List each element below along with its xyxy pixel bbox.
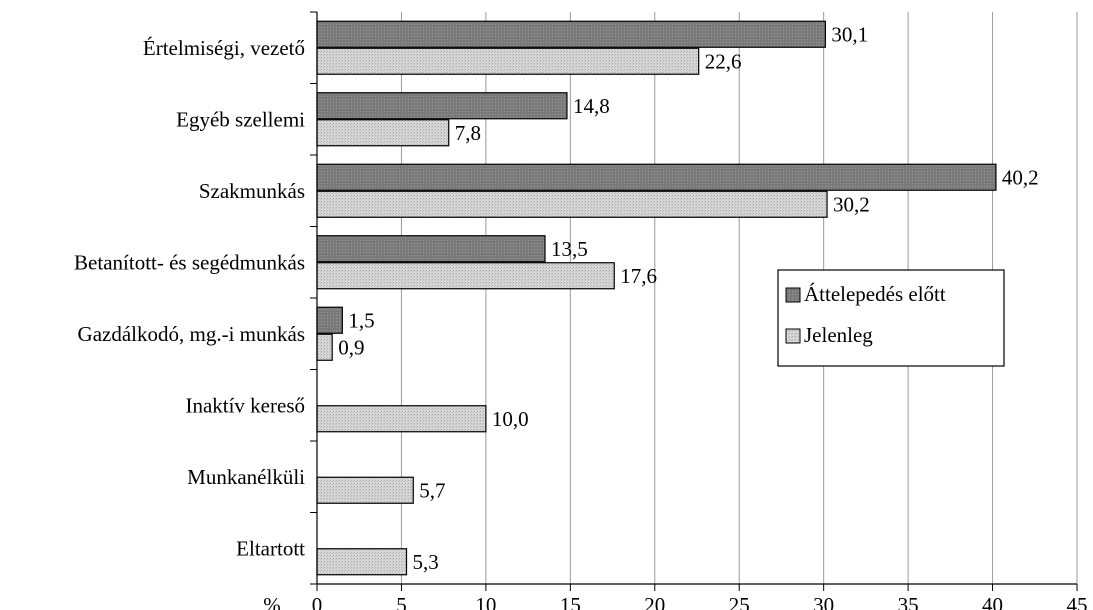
x-tick-label: 0 (312, 593, 323, 610)
bar (316, 47, 700, 75)
category-label: Gazdálkodó, mg.-i munkás (78, 322, 305, 346)
x-tick-label: 40 (982, 593, 1003, 610)
x-tick-label: 30 (813, 593, 834, 610)
x-tick-label: 15 (560, 593, 581, 610)
category-label: Inaktív kereső (185, 393, 305, 417)
bar (316, 333, 333, 361)
category-label: Betanított- és segédmunkás (74, 250, 305, 274)
legend-label: Áttelepedés előtt (804, 282, 946, 306)
category-label: Munkanélküli (187, 465, 305, 489)
bar (316, 548, 408, 576)
legend-swatch (785, 287, 801, 303)
bar (316, 119, 450, 147)
data-label: 30,2 (833, 192, 870, 216)
data-label: 17,6 (620, 264, 657, 288)
data-label: 30,1 (831, 22, 868, 46)
x-tick-label: 5 (396, 593, 407, 610)
legend-swatch (785, 328, 801, 344)
axes (310, 11, 1078, 591)
data-label: 0,9 (338, 335, 364, 359)
data-label: 10,0 (492, 407, 529, 431)
data-label: 40,2 (1002, 165, 1039, 189)
x-tick-label: 25 (729, 593, 750, 610)
data-label: 14,8 (573, 94, 610, 118)
data-label: 7,8 (455, 121, 481, 145)
x-tick-label: 20 (644, 593, 665, 610)
x-tick-label: 10 (475, 593, 496, 610)
legend: Áttelepedés előtt Jelenleg (777, 269, 1005, 367)
bar (316, 405, 487, 433)
x-tick-label: 45 (1067, 593, 1088, 610)
data-label: 13,5 (551, 237, 588, 261)
bars (316, 20, 997, 576)
bar (316, 20, 826, 48)
category-label: Eltartott (236, 536, 305, 560)
data-label: 22,6 (705, 49, 742, 73)
legend-box (777, 269, 1005, 367)
bar (316, 163, 997, 191)
data-label: 5,3 (413, 550, 439, 574)
bar (316, 190, 828, 218)
bar (316, 476, 414, 504)
data-label: 5,7 (419, 478, 445, 502)
bar (316, 235, 546, 263)
category-label: Szakmunkás (199, 179, 305, 203)
x-tick-label: 35 (898, 593, 919, 610)
labels: 0 5 10 15 20 25 30 35 40 45% Értelmiségi, vezető Eg… (74, 22, 1087, 610)
x-axis-unit-label: % (263, 593, 281, 610)
category-label: Egyéb szellemi (176, 107, 305, 131)
legend-label: Jelenleg (804, 323, 873, 347)
data-label: 1,5 (348, 308, 374, 332)
category-label: Értelmiségi, vezető (143, 36, 305, 60)
bar (316, 262, 615, 290)
bar (316, 306, 343, 334)
bar (316, 92, 568, 120)
